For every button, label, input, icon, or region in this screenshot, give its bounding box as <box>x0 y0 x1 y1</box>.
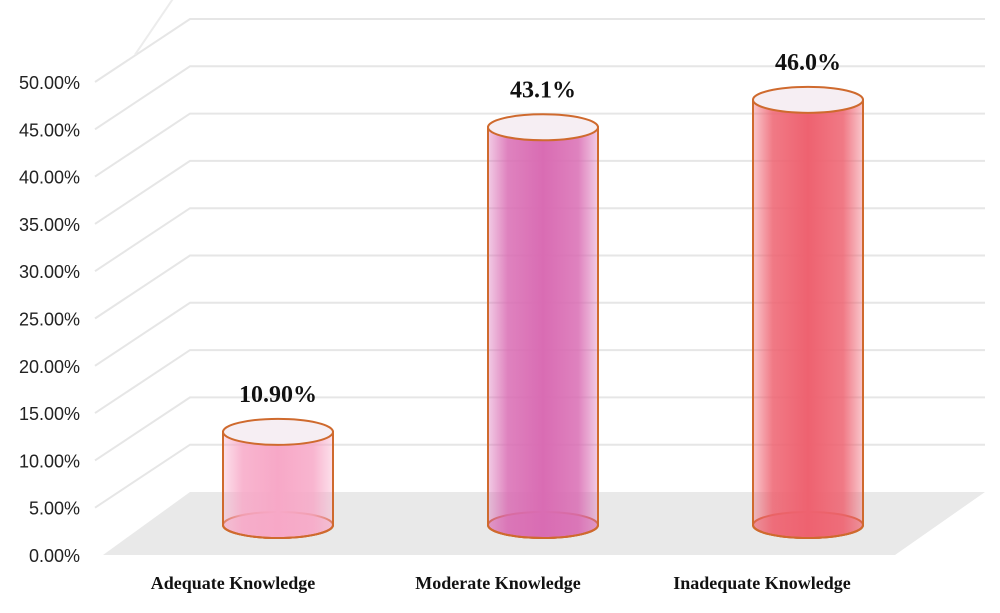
y-tick-label: 45.00% <box>19 120 80 140</box>
gridline <box>94 18 985 83</box>
data-label: 46.0% <box>775 50 841 76</box>
bar-0: 10.90% <box>222 382 334 539</box>
x-tick-label: Inadequate Knowledge <box>673 573 851 593</box>
bar-bottom-edge <box>487 524 599 539</box>
data-label: 10.90% <box>239 382 317 408</box>
gridline <box>134 0 174 56</box>
bar-2: 46.0% <box>752 50 864 539</box>
y-tick-label: 20.00% <box>19 357 80 377</box>
y-tick-label: 30.00% <box>19 262 80 282</box>
x-tick-label: Adequate Knowledge <box>151 573 316 593</box>
gridline <box>94 443 985 509</box>
gridline <box>94 207 985 273</box>
x-tick-label: Moderate Knowledge <box>415 573 580 593</box>
y-tick-label: 5.00% <box>29 499 80 519</box>
bar-body <box>222 430 334 539</box>
bar-bottom-edge <box>752 524 864 539</box>
bar-top <box>222 417 334 446</box>
gridline <box>94 396 985 462</box>
y-tick-label: 35.00% <box>19 215 80 235</box>
y-tick-label: 0.00% <box>29 546 80 566</box>
bars: 10.90% 43.1% 46.0% <box>222 50 864 539</box>
gridline <box>94 349 985 414</box>
y-tick-label: 40.00% <box>19 168 80 188</box>
y-tick-label: 15.00% <box>19 404 80 424</box>
y-axis-ticks: 0.00% 5.00% 10.00% 15.00% 20.00% 25.00% 30.00%… <box>19 73 80 566</box>
gridline <box>94 159 985 225</box>
bar-top <box>487 113 599 142</box>
y-tick-label: 10.00% <box>19 451 80 471</box>
gridline <box>94 112 985 178</box>
y-tick-label: 25.00% <box>19 310 80 330</box>
gridline <box>94 254 985 320</box>
bar-body <box>487 126 599 539</box>
data-label: 43.1% <box>510 77 576 103</box>
gridlines <box>94 0 985 509</box>
x-axis-labels: Adequate Knowledge Moderate Knowledge Inad… <box>151 573 851 593</box>
bar-bottom-edge <box>222 524 334 539</box>
gridline <box>94 301 985 367</box>
bar-1: 43.1% <box>487 77 599 539</box>
bar-top <box>752 85 864 114</box>
bar-body <box>752 98 864 539</box>
y-tick-label: 50.00% <box>19 73 80 93</box>
gridline <box>94 65 985 131</box>
